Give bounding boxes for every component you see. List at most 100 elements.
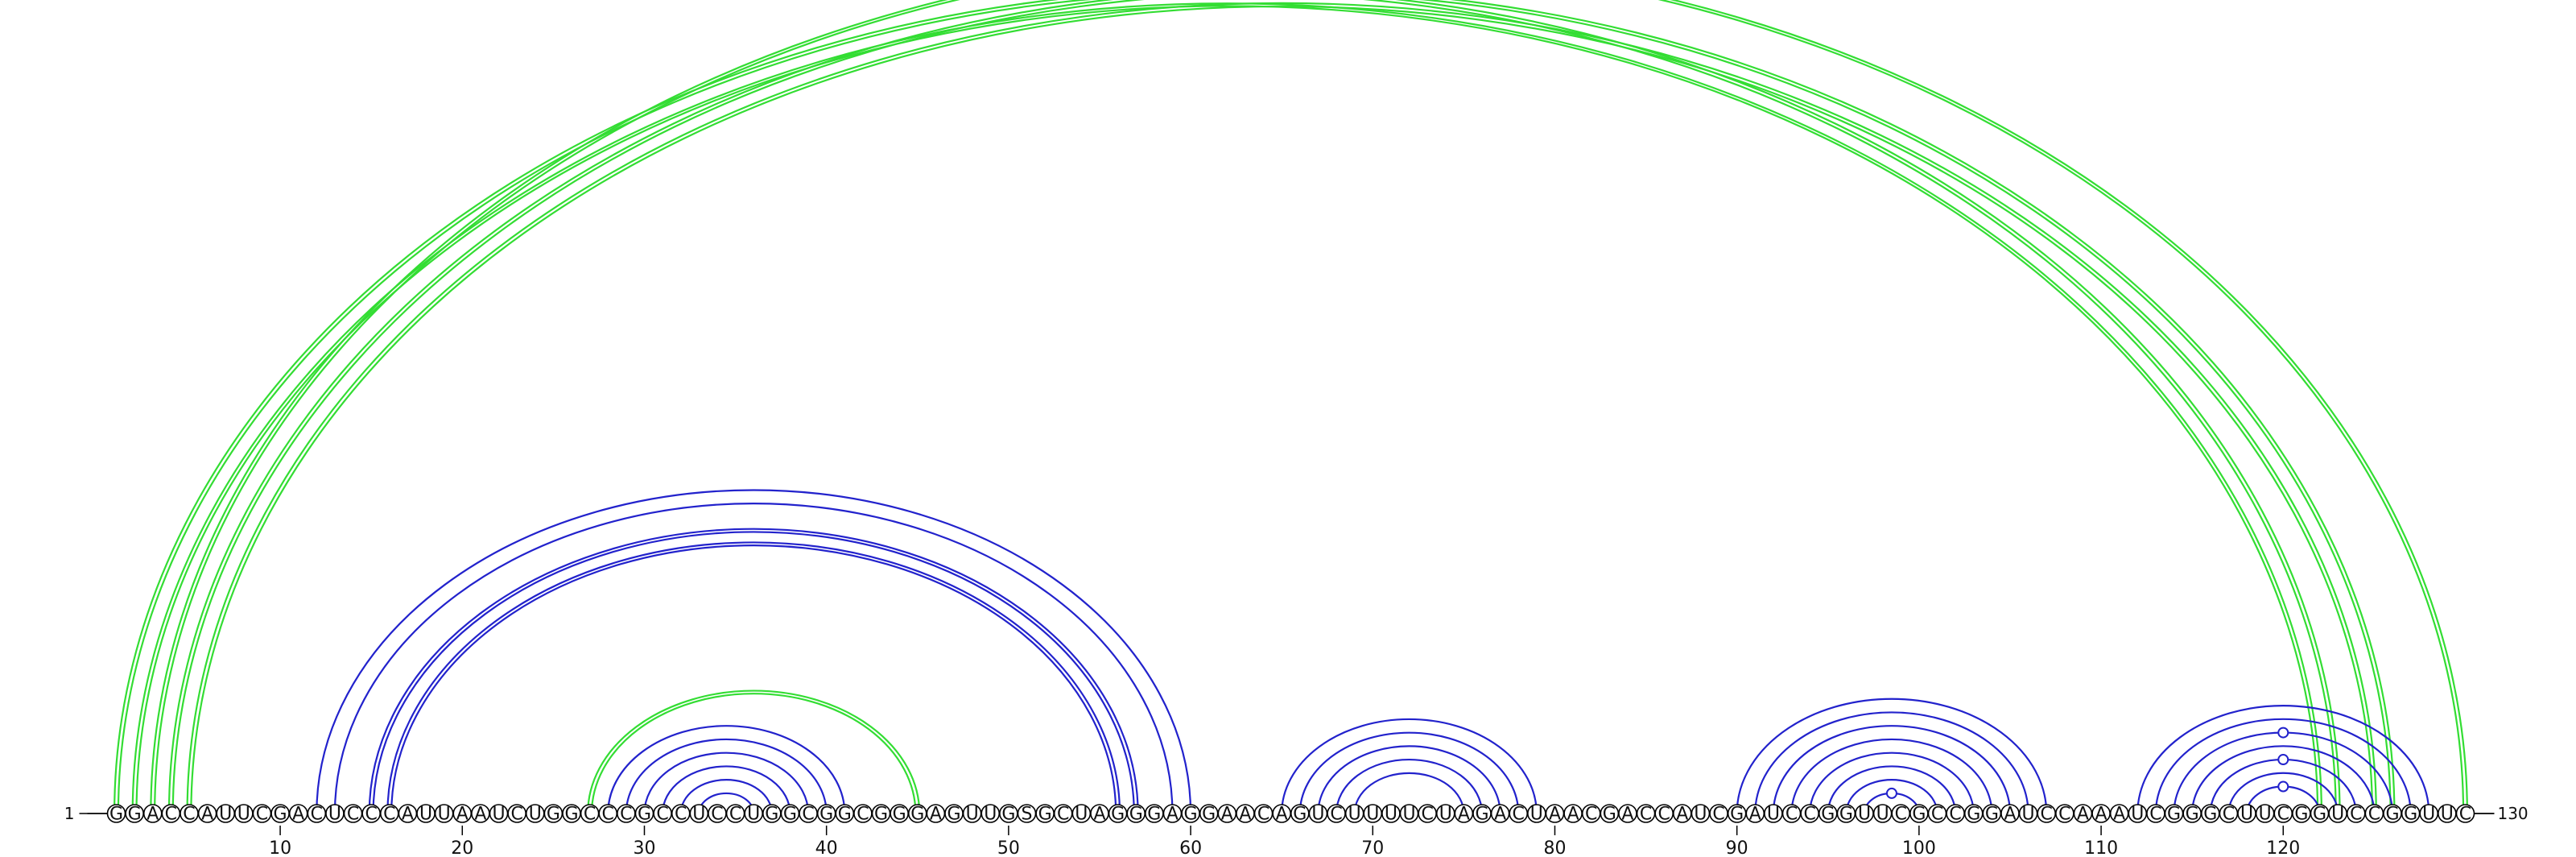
nucleotide-55: A xyxy=(1090,804,1109,825)
nucleotide-47: G xyxy=(944,804,964,825)
nucleotide-40: G xyxy=(816,804,836,825)
nucleotide-letter: G xyxy=(564,805,578,825)
nucleotide-letter: U xyxy=(1694,805,1707,825)
nucleotide-129: U xyxy=(2438,804,2457,825)
nucleotide-letter: A xyxy=(1621,805,1633,825)
nucleotide-101: C xyxy=(1927,804,1947,825)
nucleotide-126: G xyxy=(2383,804,2402,825)
nucleotide-letter: G xyxy=(874,805,888,825)
nucleotide-letter: C xyxy=(1949,805,1961,825)
nucleotide-82: C xyxy=(1581,804,1601,825)
nucleotide-letter: G xyxy=(1603,805,1616,825)
arc-line xyxy=(1845,779,1938,814)
tick-80: 80 xyxy=(1543,826,1566,857)
nucleotide-letter: A xyxy=(2004,805,2016,825)
sequence-end-label: 130 xyxy=(2497,804,2528,823)
nucleotide-letter: U xyxy=(328,805,341,825)
nucleotide-59: A xyxy=(1162,804,1183,825)
nucleotide-7: U xyxy=(216,804,236,825)
nucleotide-letter: U xyxy=(747,805,760,825)
nucleotide-66: G xyxy=(1290,804,1310,825)
nucleotide-letter: A xyxy=(201,805,213,825)
nucleotide-letter: C xyxy=(1513,805,1525,825)
tick-label: 100 xyxy=(1902,838,1936,857)
nucleotide-85: C xyxy=(1636,804,1656,825)
nucleotide-75: A xyxy=(1454,804,1474,825)
nucleotide-letter: C xyxy=(510,805,522,825)
arc-68-76 xyxy=(1335,758,1484,814)
nucleotide-letter: C xyxy=(1658,805,1670,825)
nucleotide-letter: U xyxy=(2022,805,2035,825)
nucleotide-13: U xyxy=(325,804,345,825)
nucleotide-letter: U xyxy=(1439,805,1452,825)
nucleotide-letter: A xyxy=(292,805,304,825)
nucleotide-2: G xyxy=(125,804,144,825)
arc-line xyxy=(114,0,2341,814)
nucleotide-letter: C xyxy=(1585,805,1597,825)
arc-2-122 xyxy=(131,2,2323,814)
nucleotide-96: G xyxy=(1836,804,1856,825)
nucleotide-letter: A xyxy=(1276,805,1288,825)
tick-label: 60 xyxy=(1179,838,1202,857)
arc-line xyxy=(171,0,2392,814)
arc-line xyxy=(150,0,2468,814)
nucleotide-12: C xyxy=(307,804,327,825)
nucleotide-33: U xyxy=(689,804,709,825)
arc-line xyxy=(117,0,2337,814)
nucleotide-22: U xyxy=(489,804,509,825)
nucleotide-letter: A xyxy=(1166,805,1179,825)
nucleotide-19: U xyxy=(434,804,454,825)
nucleotide-107: C xyxy=(2037,804,2057,825)
nucleotide-letter: C xyxy=(1931,805,1943,825)
arc-3-130 xyxy=(150,0,2468,814)
nucleotide-78: C xyxy=(1509,804,1529,825)
arc-line xyxy=(190,5,2374,814)
nucleotide-70: U xyxy=(1363,804,1383,825)
tick-label: 90 xyxy=(1726,838,1748,857)
nucleotide-31: C xyxy=(653,804,672,825)
nucleotide-27: C xyxy=(580,804,600,825)
nucleotide-67: U xyxy=(1308,804,1328,825)
nucleotide-73: C xyxy=(1418,804,1437,825)
nucleotide-letter: A xyxy=(1567,805,1579,825)
arc-line xyxy=(590,693,917,814)
nucleotide-letter: A xyxy=(1676,805,1688,825)
nucleotide-46: A xyxy=(926,804,946,825)
nucleotide-letter: G xyxy=(2203,805,2217,825)
nucleotide-letter: U xyxy=(1075,805,1088,825)
arc-67-77 xyxy=(1317,745,1501,814)
nucleotide-100: G xyxy=(1909,804,1929,825)
nucleotide-letter: U xyxy=(1858,805,1871,825)
nucleotide-letter: U xyxy=(2259,805,2272,825)
nucleotide-letter: C xyxy=(2277,805,2289,825)
nucleotide-letter: C xyxy=(620,805,632,825)
nucleotide-28: C xyxy=(598,804,618,825)
nucleotide-104: G xyxy=(1982,804,2002,825)
nucleotide-letter: G xyxy=(638,805,651,825)
nucleotide-36: U xyxy=(744,804,764,825)
nucleotide-98: U xyxy=(1872,804,1893,825)
arc-line xyxy=(1335,758,1484,814)
nucleotide-48: U xyxy=(962,804,982,825)
nucleotide-5: C xyxy=(180,804,199,825)
nucleotide-71: U xyxy=(1381,804,1401,825)
nucleotide-letter: C xyxy=(183,805,195,825)
arc-1-123 xyxy=(114,0,2341,814)
arc-line xyxy=(386,541,1121,814)
nucleotide-letter: C xyxy=(584,805,596,825)
nucleotide-letter: G xyxy=(910,805,924,825)
arc-line xyxy=(333,502,1174,814)
arc-apex-marker xyxy=(2277,780,2289,793)
arc-line xyxy=(1790,738,1993,814)
arc-117-123 xyxy=(2227,772,2339,814)
nucleotide-121: G xyxy=(2292,804,2311,825)
nucleotide-letter: G xyxy=(765,805,778,825)
nucleotide-86: C xyxy=(1654,804,1674,825)
nucleotide-63: A xyxy=(1236,804,1255,825)
nucleotide-letter: G xyxy=(2385,805,2399,825)
nucleotide-letter: G xyxy=(2404,805,2417,825)
arc-15-57 xyxy=(368,528,1139,814)
nucleotide-letter: C xyxy=(675,805,687,825)
